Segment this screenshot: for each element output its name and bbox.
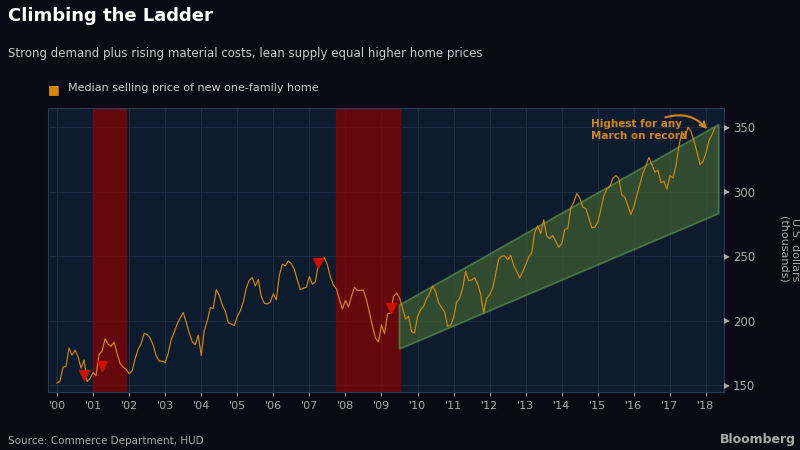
Text: ▶: ▶ (724, 316, 730, 325)
Y-axis label: U.S. dollars
(thousands): U.S. dollars (thousands) (778, 216, 800, 283)
Text: Median selling price of new one-family home: Median selling price of new one-family h… (68, 83, 318, 93)
Bar (337, 108, 399, 392)
Text: ▶: ▶ (724, 187, 730, 196)
Text: ▶: ▶ (724, 123, 730, 132)
Text: Source: Commerce Department, HUD: Source: Commerce Department, HUD (8, 436, 204, 446)
Text: Strong demand plus rising material costs, lean supply equal higher home prices: Strong demand plus rising material costs… (8, 47, 482, 60)
Text: ■: ■ (48, 83, 60, 96)
Text: Bloomberg: Bloomberg (720, 432, 796, 446)
Text: Climbing the Ladder: Climbing the Ladder (8, 7, 213, 25)
Polygon shape (399, 125, 718, 349)
Text: ▶: ▶ (724, 252, 730, 261)
Text: Highest for any
March on record: Highest for any March on record (590, 119, 687, 141)
Text: ▶: ▶ (724, 381, 730, 390)
Bar (93, 108, 126, 392)
